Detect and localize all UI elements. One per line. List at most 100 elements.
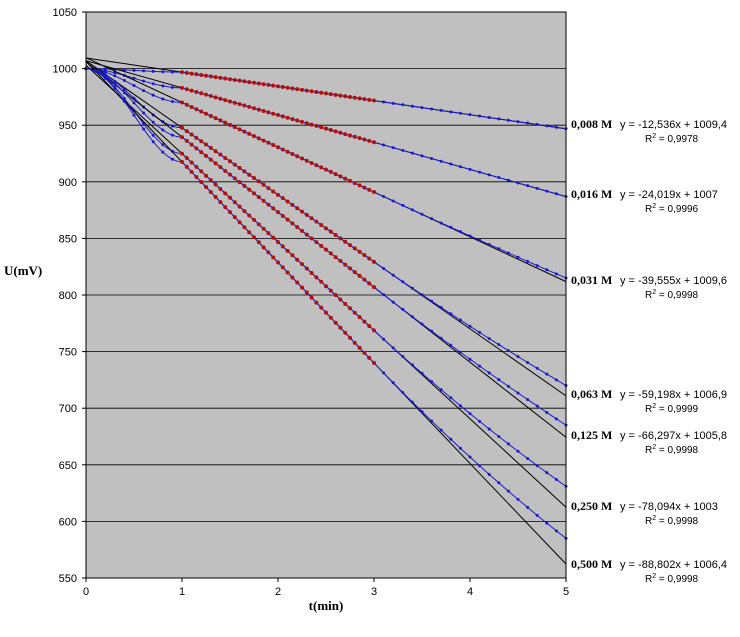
fit-point [252, 235, 256, 240]
data-point [103, 70, 107, 74]
data-point [535, 122, 539, 126]
data-point [430, 380, 434, 384]
data-point [430, 157, 434, 161]
data-point [103, 76, 107, 80]
fit-point [362, 350, 367, 355]
data-point [439, 108, 443, 112]
fit-point [266, 186, 271, 191]
fit-point [362, 253, 367, 258]
fit-point [276, 240, 280, 245]
data-point [94, 69, 98, 73]
data-point [497, 247, 501, 251]
fit-point [285, 85, 290, 90]
data-point [430, 419, 434, 423]
fit-point [218, 152, 223, 157]
data-point [458, 111, 462, 115]
fit-point [194, 174, 199, 179]
fit-point [223, 120, 228, 125]
fit-point [180, 100, 184, 105]
y-tick-label: 1050 [53, 7, 77, 19]
fit-point [328, 315, 333, 320]
fit-point [237, 127, 242, 132]
y-tick-label: 1000 [53, 64, 77, 76]
y-tick-label: 850 [59, 233, 77, 245]
x-tick-label: 5 [563, 586, 569, 598]
fit-point [208, 94, 213, 99]
fit-point [184, 156, 189, 161]
data-point [430, 107, 434, 111]
fit-point [372, 360, 376, 365]
fit-point [189, 104, 194, 109]
fit-point [276, 113, 280, 118]
fit-point [304, 158, 309, 163]
fit-point [242, 79, 247, 84]
data-point [545, 471, 549, 475]
fit-point [285, 270, 290, 275]
fit-point [271, 235, 276, 240]
data-point [458, 318, 462, 322]
fit-point [285, 149, 290, 154]
data-point [391, 273, 395, 277]
fit-point [247, 187, 252, 192]
data-point [439, 428, 443, 432]
fit-point [204, 73, 208, 78]
data-point [497, 378, 501, 382]
fit-point [242, 169, 247, 174]
fit-point [237, 78, 242, 83]
data-point [430, 217, 434, 221]
fit-point [304, 266, 309, 271]
data-point [468, 357, 472, 361]
data-point [506, 118, 510, 122]
fit-point [280, 213, 285, 218]
fit-point [199, 169, 204, 174]
fit-point [300, 262, 304, 267]
data-point [468, 234, 472, 238]
fit-point [232, 125, 237, 130]
fit-point [285, 115, 290, 120]
fit-point [290, 117, 295, 122]
fit-point [237, 166, 242, 171]
fit-point [204, 111, 208, 116]
fit-point [338, 93, 343, 98]
data-point [449, 396, 453, 400]
fit-point [208, 190, 213, 195]
data-point [132, 113, 136, 117]
fit-point [280, 265, 285, 270]
data-point [391, 199, 395, 203]
fit-point [290, 202, 295, 207]
fit-point [256, 107, 261, 112]
fit-point [328, 251, 333, 256]
data-point [420, 293, 424, 297]
data-point [516, 497, 520, 501]
fit-point [314, 275, 319, 280]
fit-point [309, 89, 314, 94]
fit-point [352, 95, 357, 100]
fit-point [324, 126, 328, 131]
fit-point [247, 80, 252, 85]
data-point [449, 110, 453, 114]
fit-point [357, 183, 362, 188]
fit-point [271, 143, 276, 148]
series-name-label: 0,063 M [571, 387, 612, 401]
data-point [535, 404, 539, 408]
fit-point [184, 164, 189, 169]
data-point [401, 391, 405, 395]
fit-point [372, 98, 376, 103]
data-point [132, 68, 136, 72]
data-point [142, 79, 146, 83]
axis-ticks: 550 600 650 700 750 800 850 900 950 1000 1050 0 1 2 3 4… [53, 7, 570, 598]
fit-point [357, 345, 362, 350]
data-point [458, 404, 462, 408]
fit-point [189, 88, 194, 93]
fit-point [180, 85, 184, 90]
data-point [170, 124, 174, 128]
data-point [478, 364, 482, 368]
data-point [391, 381, 395, 385]
data-point [497, 343, 501, 347]
fit-point [242, 129, 247, 134]
data-point [506, 178, 510, 182]
r-squared-label: R2 = 0,9998 [645, 573, 699, 585]
data-point [478, 330, 482, 334]
data-point [161, 97, 165, 101]
